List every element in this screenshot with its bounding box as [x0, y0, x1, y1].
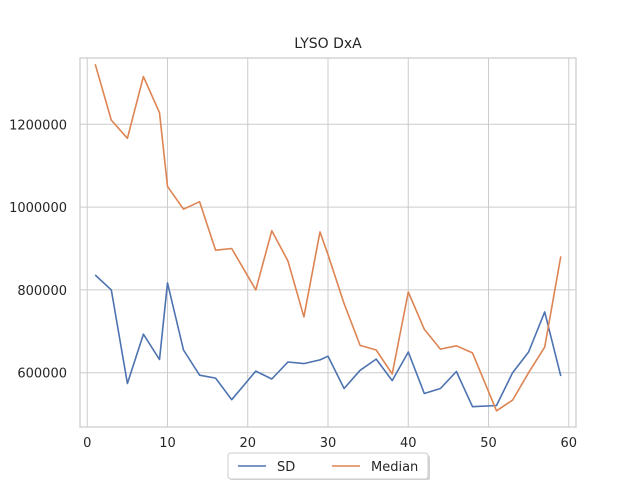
x-tick-label: 0: [83, 436, 91, 451]
y-tick-label: 600000: [17, 367, 67, 382]
x-tick-label: 10: [159, 436, 176, 451]
chart-title: LYSO DxA: [294, 36, 362, 52]
y-tick-label: 800000: [17, 284, 67, 299]
x-tick-label: 60: [561, 436, 578, 451]
legend: SD Median: [227, 452, 430, 480]
y-tick-label: 1000000: [9, 201, 67, 216]
x-tick-label: 30: [320, 436, 337, 451]
x-tick-label: 40: [400, 436, 417, 451]
grid: [80, 58, 576, 427]
series-group: [94, 63, 562, 412]
legend-label-sd: SD: [277, 460, 295, 475]
series-line-sd: [94, 274, 562, 408]
y-tick-label: 1200000: [9, 118, 67, 133]
legend-label-median: Median: [371, 460, 418, 475]
legend-box: [227, 452, 429, 480]
series-line-median: [94, 63, 562, 412]
x-tick-label: 50: [480, 436, 497, 451]
x-tick-label: 20: [239, 436, 256, 451]
tick-labels: 0 10 20 30 40 50 60 600000 800000 1000000 1200000: [9, 118, 577, 451]
plot-frame: [79, 57, 577, 428]
